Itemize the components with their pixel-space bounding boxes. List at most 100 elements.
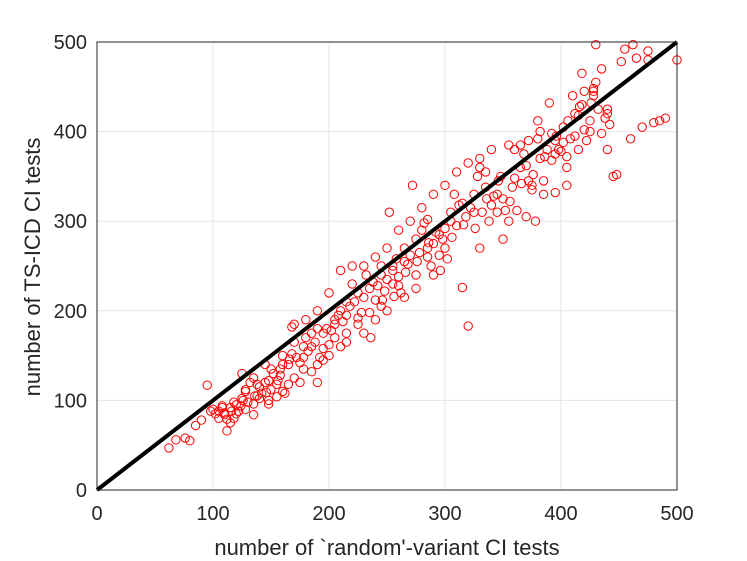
data-point [419, 218, 429, 228]
y-tick-label: 200 [54, 301, 87, 323]
data-point [486, 200, 497, 210]
data-point [287, 322, 297, 332]
data-point [283, 379, 294, 389]
data-point [384, 207, 395, 217]
data-point [268, 368, 279, 379]
data-point [457, 282, 468, 293]
data-point [248, 373, 259, 383]
data-point [208, 404, 218, 415]
plot-frame [96, 41, 678, 491]
data-point [330, 332, 340, 343]
data-point [505, 196, 515, 207]
data-point [315, 352, 325, 363]
data-point [359, 292, 369, 303]
x-tick-label: 0 [91, 503, 102, 525]
data-point [263, 375, 274, 386]
data-point [482, 194, 492, 204]
data-point [359, 328, 369, 338]
data-point [312, 306, 323, 316]
x-axis-label: number of `random'-variant CI tests [214, 535, 559, 560]
data-point [535, 126, 545, 137]
data-point [600, 113, 610, 123]
data-point [236, 401, 246, 411]
data-point [574, 101, 585, 112]
data-point [509, 173, 520, 183]
data-point [335, 341, 346, 352]
data-point [275, 370, 285, 381]
data-point [347, 279, 357, 289]
data-point [379, 286, 390, 296]
data-point [373, 281, 383, 291]
data-point [516, 178, 527, 189]
data-point [500, 205, 511, 216]
data-point [180, 433, 190, 443]
data-point [424, 238, 434, 248]
data-point [542, 144, 552, 155]
data-point [318, 343, 328, 354]
data-point [347, 261, 357, 271]
data-point [229, 413, 239, 424]
data-point [426, 261, 436, 271]
data-point [492, 189, 502, 200]
data-point [643, 46, 653, 56]
data-point [434, 229, 444, 240]
data-point [581, 135, 592, 146]
data-point [273, 375, 283, 386]
data-point [277, 359, 288, 370]
data-point [556, 146, 566, 157]
x-tick-label: 100 [196, 503, 229, 525]
data-point [577, 100, 587, 110]
data-point [393, 225, 404, 235]
data-point [414, 247, 425, 258]
data-point [202, 380, 212, 390]
data-point [538, 176, 549, 186]
data-point [451, 167, 462, 177]
data-point [422, 243, 433, 253]
data-point [361, 270, 371, 280]
data-point [631, 53, 642, 63]
data-point [190, 420, 201, 431]
x-tick-labels: 0 100 200 300 400 500 [91, 503, 693, 525]
data-point [567, 91, 578, 101]
data-point [263, 399, 274, 409]
data-point [449, 189, 459, 200]
data-point [280, 388, 290, 398]
data-point [185, 436, 195, 446]
data-point [370, 315, 381, 325]
data-point [284, 354, 295, 364]
data-point [570, 131, 580, 141]
data-point [411, 283, 421, 294]
data-point [388, 279, 398, 289]
data-point [366, 332, 376, 343]
data-point [504, 216, 514, 226]
data-point [257, 388, 267, 398]
data-point [301, 332, 311, 343]
data-point [240, 384, 251, 395]
y-tick-label: 300 [54, 211, 87, 233]
data-point [405, 216, 415, 226]
data-point [579, 125, 589, 135]
data-point [306, 341, 317, 352]
data-point [393, 281, 404, 291]
data-point [550, 187, 560, 198]
data-point [509, 144, 520, 155]
data-point [370, 295, 381, 305]
data-point [252, 391, 262, 401]
data-point [447, 232, 457, 243]
data-point [370, 252, 381, 262]
data-point [596, 128, 607, 139]
data-point [231, 400, 241, 410]
data-point [254, 393, 265, 404]
data-point [341, 328, 352, 338]
data-point [540, 151, 550, 162]
data-point [254, 382, 265, 392]
data-point [411, 270, 421, 280]
data-point [275, 364, 285, 374]
data-point [562, 180, 572, 191]
data-point [222, 414, 232, 424]
data-point [263, 395, 274, 406]
data-point [654, 116, 665, 126]
data-point [353, 319, 363, 329]
data-point [528, 169, 538, 180]
